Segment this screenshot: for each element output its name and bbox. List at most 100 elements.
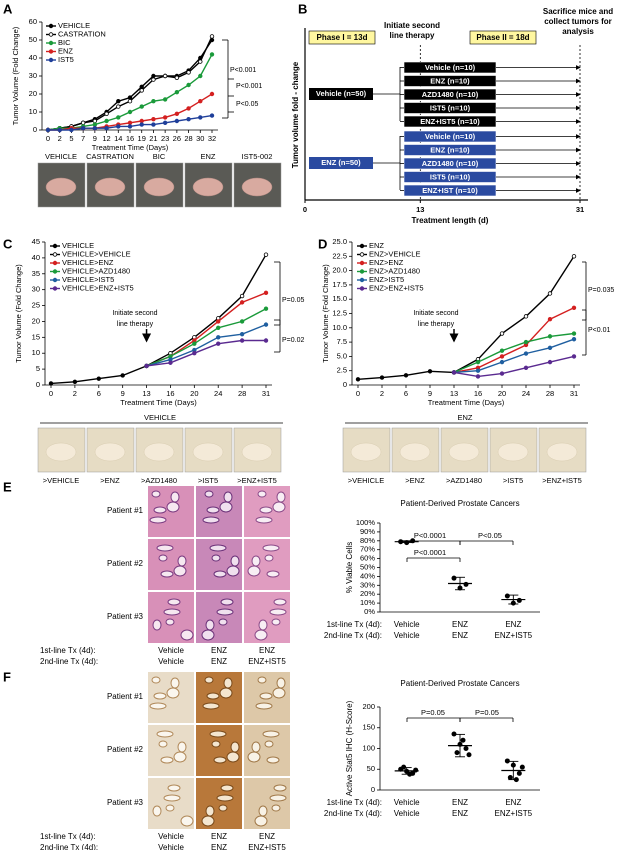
data-point — [571, 305, 577, 310]
x-tick-label: 0 — [49, 389, 53, 398]
micrograph-detail — [167, 598, 181, 606]
data-point — [513, 777, 519, 783]
arm-label: ENZ+IST (n=10) — [422, 186, 478, 195]
photo-label: BIC — [153, 152, 166, 161]
data-point — [547, 345, 553, 351]
panel-label: D — [318, 236, 327, 251]
data-point — [209, 52, 215, 57]
tx-label: 2nd-line Tx (4d): — [40, 843, 98, 850]
x-axis-title: Treatment length (d) — [412, 216, 489, 225]
data-point — [263, 306, 269, 311]
x-tick-label: 9 — [428, 389, 432, 398]
data-point — [186, 106, 191, 111]
legend-label: VEHICLE>AZD1480 — [62, 266, 130, 275]
micrograph-detail — [151, 676, 161, 684]
data-point — [216, 335, 221, 340]
series-line — [453, 255, 575, 374]
micrograph-detail — [254, 815, 268, 827]
micrograph — [196, 672, 242, 723]
y-tick-label: 20 — [32, 316, 40, 325]
x-tick-label: Vehicle — [394, 620, 420, 629]
arm-label: ENZ (n=10) — [430, 76, 470, 85]
micrograph-detail — [177, 555, 187, 567]
data-point — [475, 374, 481, 379]
tx-value: ENZ — [211, 843, 227, 850]
x-tick-label: ENZ — [505, 620, 521, 629]
micrograph-detail — [257, 490, 267, 498]
annotation: P=0.05 — [475, 708, 499, 717]
data-point — [209, 113, 215, 118]
micrograph-detail — [269, 608, 287, 616]
legend-label: VEHICLE>IST5 — [62, 275, 114, 284]
x-tick-label: ENZ — [452, 809, 468, 818]
data-point — [239, 319, 245, 324]
data-point — [174, 89, 180, 95]
data-point — [127, 95, 133, 100]
micrograph-detail — [204, 490, 214, 498]
micrograph-detail — [204, 676, 214, 684]
data-point — [127, 120, 133, 125]
y-tick-label: 10.0 — [332, 323, 347, 332]
data-point — [144, 363, 149, 369]
x-tick-label: ENZ+IST5 — [495, 809, 533, 818]
micrograph-detail — [262, 730, 280, 738]
photo-label: IST5-002 — [242, 152, 273, 161]
data-point — [510, 762, 516, 768]
y-tick-label: 20% — [360, 589, 375, 598]
data-point — [239, 338, 245, 343]
x-tick-label: 30 — [196, 134, 204, 143]
y-axis-title: Active Stat5 IHC (H-Score) — [345, 700, 354, 796]
chart-title: Patient-Derived Prostate Cancers — [400, 499, 519, 508]
y-tick-label: 30 — [29, 71, 37, 80]
data-point — [139, 104, 144, 109]
group-box — [309, 88, 373, 100]
y-tick-label: 200 — [362, 702, 375, 711]
row-label: Patient #2 — [107, 559, 144, 568]
series-line — [146, 323, 267, 367]
y-axis-title: Tumor Volume (Fold Change) — [11, 26, 20, 125]
data-point — [519, 764, 525, 770]
micrograph-detail — [149, 516, 167, 524]
data-point — [116, 115, 121, 120]
micrograph-detail — [167, 784, 181, 792]
x-tick-label: 13 — [450, 389, 458, 398]
legend-marker — [48, 23, 54, 29]
y-tick-label: 30% — [360, 580, 375, 589]
photo-label: VEHICLE — [45, 152, 77, 161]
data-point — [162, 97, 168, 102]
annotation: line therapy — [418, 321, 455, 328]
x-tick-label: 20 — [190, 389, 198, 398]
x-tick-label: 28 — [184, 134, 192, 143]
photo-subject — [143, 177, 175, 197]
photo-label: >IST5 — [503, 476, 523, 485]
micrograph-detail — [165, 618, 175, 626]
micrograph-detail — [153, 506, 167, 514]
data-point — [96, 376, 101, 381]
annotation: P<0.0001 — [414, 531, 446, 540]
data-point — [174, 118, 180, 124]
note: line therapy — [390, 31, 435, 40]
micrograph-detail — [220, 784, 234, 792]
x-tick-label: 13 — [416, 205, 424, 214]
data-point — [151, 73, 156, 79]
tx-value: ENZ — [259, 832, 275, 841]
x-tick-label: 16 — [474, 389, 482, 398]
x-tick-label: 14 — [114, 134, 122, 143]
panel-label: F — [3, 669, 11, 684]
photo-label: >ENZ — [405, 476, 425, 485]
micrograph-detail — [264, 554, 274, 562]
micrograph-detail — [230, 741, 240, 753]
legend-label: ENZ>ENZ+IST5 — [369, 283, 424, 292]
y-tick-label: 70% — [360, 545, 375, 554]
arm-label: ENZ (n=10) — [430, 145, 470, 154]
data-point — [162, 115, 168, 120]
micrograph-detail — [213, 570, 227, 578]
y-tick-label: 0% — [364, 607, 375, 616]
y-tick-label: 100 — [362, 743, 375, 752]
tx-value: Vehicle — [158, 843, 184, 850]
photo-subject — [546, 442, 578, 462]
data-point — [463, 746, 469, 751]
row-label: Patient #3 — [107, 798, 144, 807]
legend-label: IST5 — [58, 55, 74, 64]
x-tick-label: 28 — [238, 389, 246, 398]
